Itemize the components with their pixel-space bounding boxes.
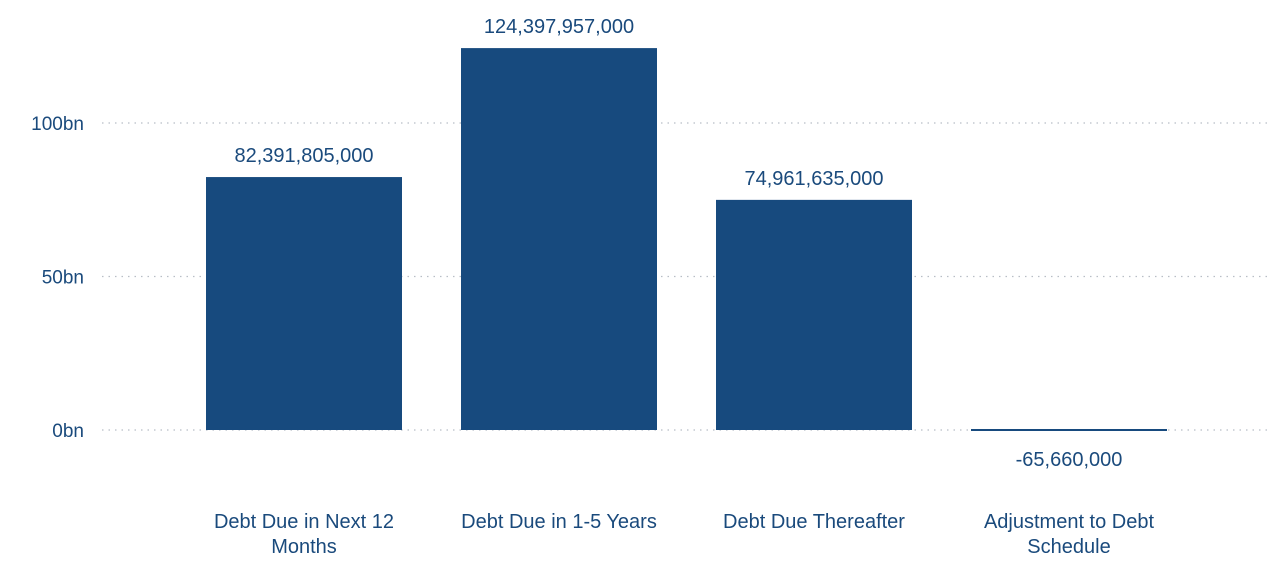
x-axis-categories: Debt Due in Next 12 Months Debt Due in 1-5… [214, 511, 1155, 558]
y-tick-label: 0bn [52, 421, 84, 442]
category-label: Debt Due in 1-5 Years [461, 511, 657, 533]
bar[interactable] [461, 48, 657, 431]
bar[interactable] [971, 429, 1167, 431]
bar-value-label: 74,961,635,000 [744, 168, 883, 190]
data-labels: 82,391,805,000 124,397,957,000 74,961,635,… [234, 16, 1122, 471]
bar-value-label: 124,397,957,000 [484, 16, 634, 38]
category-label-line: Debt Due in 1-5 Years [461, 511, 657, 533]
category-label-line: Months [271, 536, 337, 558]
category-label-line: Schedule [1027, 536, 1110, 558]
bar-value-label: 82,391,805,000 [234, 145, 373, 167]
bar[interactable] [716, 199, 912, 430]
category-label: Adjustment to Debt Schedule [984, 511, 1155, 558]
category-label-line: Adjustment to Debt [984, 511, 1155, 533]
bar-value-label: -65,660,000 [1016, 449, 1123, 471]
bars [206, 48, 1167, 431]
y-tick-label: 100bn [31, 114, 84, 135]
category-label: Debt Due Thereafter [723, 511, 905, 533]
y-tick-label: 50bn [42, 268, 84, 289]
y-axis-ticks: 0bn 50bn 100bn [31, 114, 84, 442]
category-label: Debt Due in Next 12 Months [214, 511, 394, 558]
category-label-line: Debt Due Thereafter [723, 511, 905, 533]
bar[interactable] [206, 177, 402, 430]
category-label-line: Debt Due in Next 12 [214, 511, 394, 533]
